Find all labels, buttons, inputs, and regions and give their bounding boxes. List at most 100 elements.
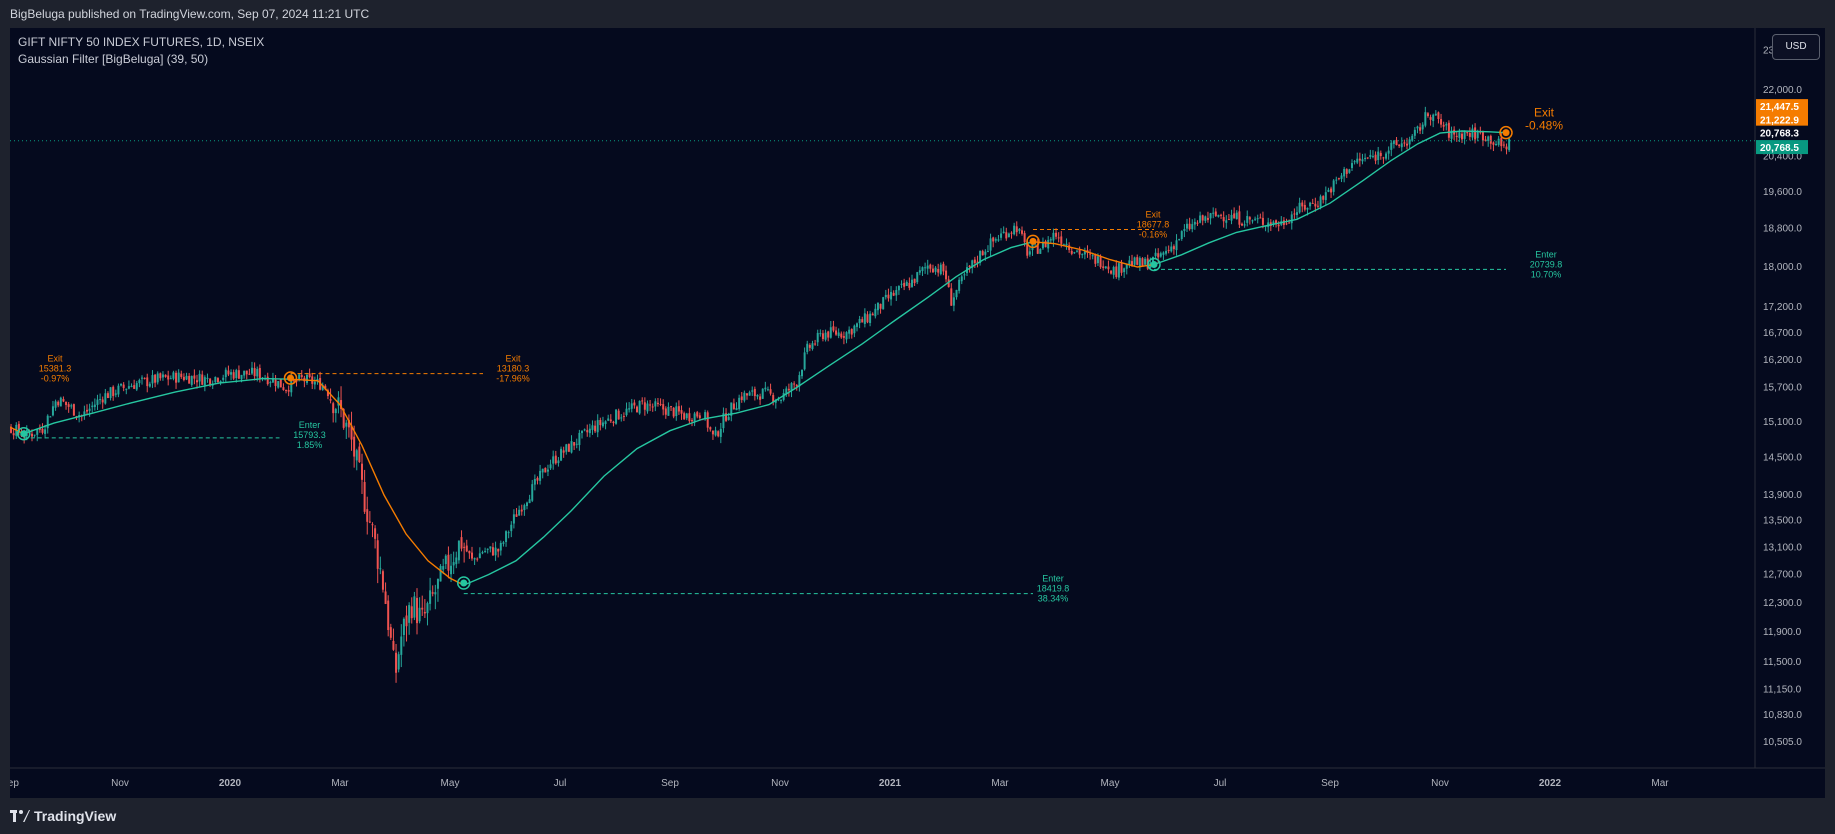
candle-body [1049, 239, 1052, 241]
candle-body [337, 397, 340, 406]
candle-body [1288, 222, 1291, 224]
y-tick-label: 10,830.0 [1763, 710, 1802, 721]
y-tick-label: 19,600.0 [1763, 187, 1802, 198]
candle-body [766, 389, 769, 391]
candle-body [840, 333, 843, 338]
candle-body [135, 383, 138, 390]
candle-body [808, 344, 811, 348]
candle-body [1178, 239, 1181, 241]
candle-body [1358, 158, 1361, 161]
candle-body [1327, 189, 1330, 192]
candle-body [1364, 157, 1367, 160]
signal-label-title: Enter [1042, 574, 1064, 584]
candle-body [869, 313, 872, 323]
chart-legend: GIFT NIFTY 50 INDEX FUTURES, 1D, NSEIX G… [18, 34, 264, 68]
candle-body [835, 330, 838, 335]
candle-body [31, 433, 33, 437]
symbol-title[interactable]: GIFT NIFTY 50 INDEX FUTURES, 1D, NSEIX [18, 35, 265, 49]
candle-body [1332, 180, 1335, 192]
candle-body [1505, 146, 1508, 150]
candle-body [1395, 139, 1398, 146]
currency-button[interactable]: USD [1772, 34, 1820, 60]
candle-body [1070, 250, 1073, 254]
candle-body [1345, 169, 1348, 174]
candle-body [1301, 202, 1304, 207]
candle-body [240, 374, 243, 380]
candle-body [897, 285, 900, 291]
candle-body [1099, 256, 1102, 268]
signal-label-percent: -0.97% [41, 374, 70, 384]
candle-body [583, 429, 586, 431]
candle-body [1442, 124, 1445, 127]
price-axis-badge [1756, 99, 1808, 114]
candle-body [190, 376, 193, 385]
candle-body [1290, 214, 1293, 224]
candle-body [350, 425, 353, 440]
candle-body [468, 550, 471, 554]
candle-body [984, 251, 987, 255]
chart-area[interactable]: 23,000.022,000.020,400.019,600.018,800.0… [10, 28, 1825, 798]
candle-body [842, 336, 845, 338]
candle-body [1447, 122, 1450, 138]
candle-body [209, 378, 212, 385]
candle-body [727, 417, 730, 420]
candle-body [1277, 224, 1280, 227]
candle-body [887, 294, 890, 299]
candle-body [604, 421, 607, 425]
candle-body [1154, 252, 1157, 257]
candle-body [821, 333, 824, 339]
candle-body [86, 409, 88, 412]
candle-body [198, 373, 201, 382]
y-tick-label: 15,700.0 [1763, 383, 1802, 394]
candle-body [1110, 270, 1113, 274]
candle-body [347, 419, 350, 428]
signal-label-percent: 38.34% [1038, 594, 1069, 604]
candle-body [182, 376, 185, 381]
candle-body [219, 380, 222, 383]
candle-body [120, 383, 123, 386]
candle-body [444, 555, 447, 565]
candle-body [177, 372, 180, 383]
candle-body [216, 378, 219, 382]
candle-body [947, 279, 950, 288]
candle-body [955, 289, 958, 298]
candle-body [1450, 130, 1453, 139]
candle-body [1123, 268, 1126, 273]
candle-body [313, 381, 316, 385]
candle-body [88, 408, 91, 411]
candle-body [1387, 150, 1390, 154]
candle-body [1343, 168, 1346, 177]
signal-marker-dot [1029, 237, 1037, 245]
candle-body [96, 399, 99, 405]
candle-body [1369, 154, 1372, 157]
candle-body [651, 406, 654, 408]
candle-body [1000, 233, 1003, 238]
candle-body [188, 375, 191, 384]
candle-body [1102, 266, 1105, 268]
x-tick-label: 2020 [219, 778, 242, 789]
candle-body [1078, 249, 1081, 255]
candle-body [222, 377, 225, 380]
candle-body [1002, 231, 1005, 234]
signal-label-percent: -17.96% [496, 374, 530, 384]
candle-body [1497, 138, 1500, 145]
candle-body [51, 406, 54, 416]
tradingview-brand[interactable]: TradingView [10, 808, 116, 824]
candle-body [1413, 129, 1416, 136]
candle-body [1005, 232, 1008, 239]
candle-body [72, 404, 75, 416]
candle-body [180, 373, 183, 377]
candle-body [738, 397, 741, 410]
candle-body [101, 399, 104, 403]
candle-body [1424, 112, 1427, 126]
candle-body [876, 302, 879, 311]
candle-body [161, 374, 164, 378]
candle-body [625, 408, 628, 416]
candles-group [10, 106, 1511, 683]
candle-body [1199, 215, 1202, 223]
candle-body [1204, 216, 1207, 221]
chart-canvas[interactable]: 23,000.022,000.020,400.019,600.018,800.0… [10, 28, 1825, 798]
candle-body [1361, 159, 1364, 162]
signal-marker-dot [287, 374, 294, 382]
indicator-title[interactable]: Gaussian Filter [BigBeluga] (39, 50) [18, 52, 209, 66]
